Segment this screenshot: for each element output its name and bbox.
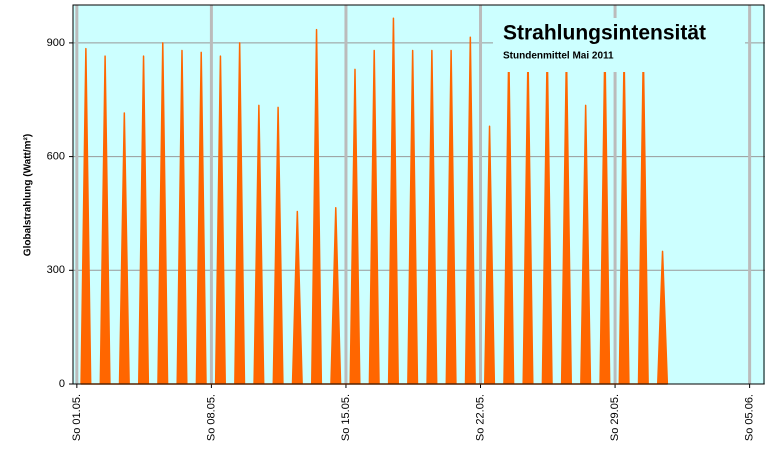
chart-subtitle: Stundenmittel Mai 2011	[503, 51, 614, 62]
y-tick-label: 300	[47, 264, 65, 276]
chart-title: Strahlungsintensität	[503, 22, 706, 45]
y-tick-label: 0	[59, 378, 65, 390]
x-tick-label: So 22.05.	[474, 394, 486, 441]
x-tick-label: So 08.05.	[205, 394, 217, 441]
x-tick-label: So 01.05.	[71, 394, 83, 441]
x-tick-label: So 15.05.	[340, 394, 352, 441]
y-axis-label: Globalstrahlung (Watt/m²)	[23, 134, 34, 256]
title-box	[493, 18, 745, 72]
x-tick-label: So 29.05.	[609, 394, 621, 441]
plot-frame	[72, 4, 765, 385]
y-tick-label: 600	[47, 151, 65, 163]
y-tick-label: 900	[47, 37, 65, 49]
x-tick-label: So 05.06.	[744, 394, 756, 441]
